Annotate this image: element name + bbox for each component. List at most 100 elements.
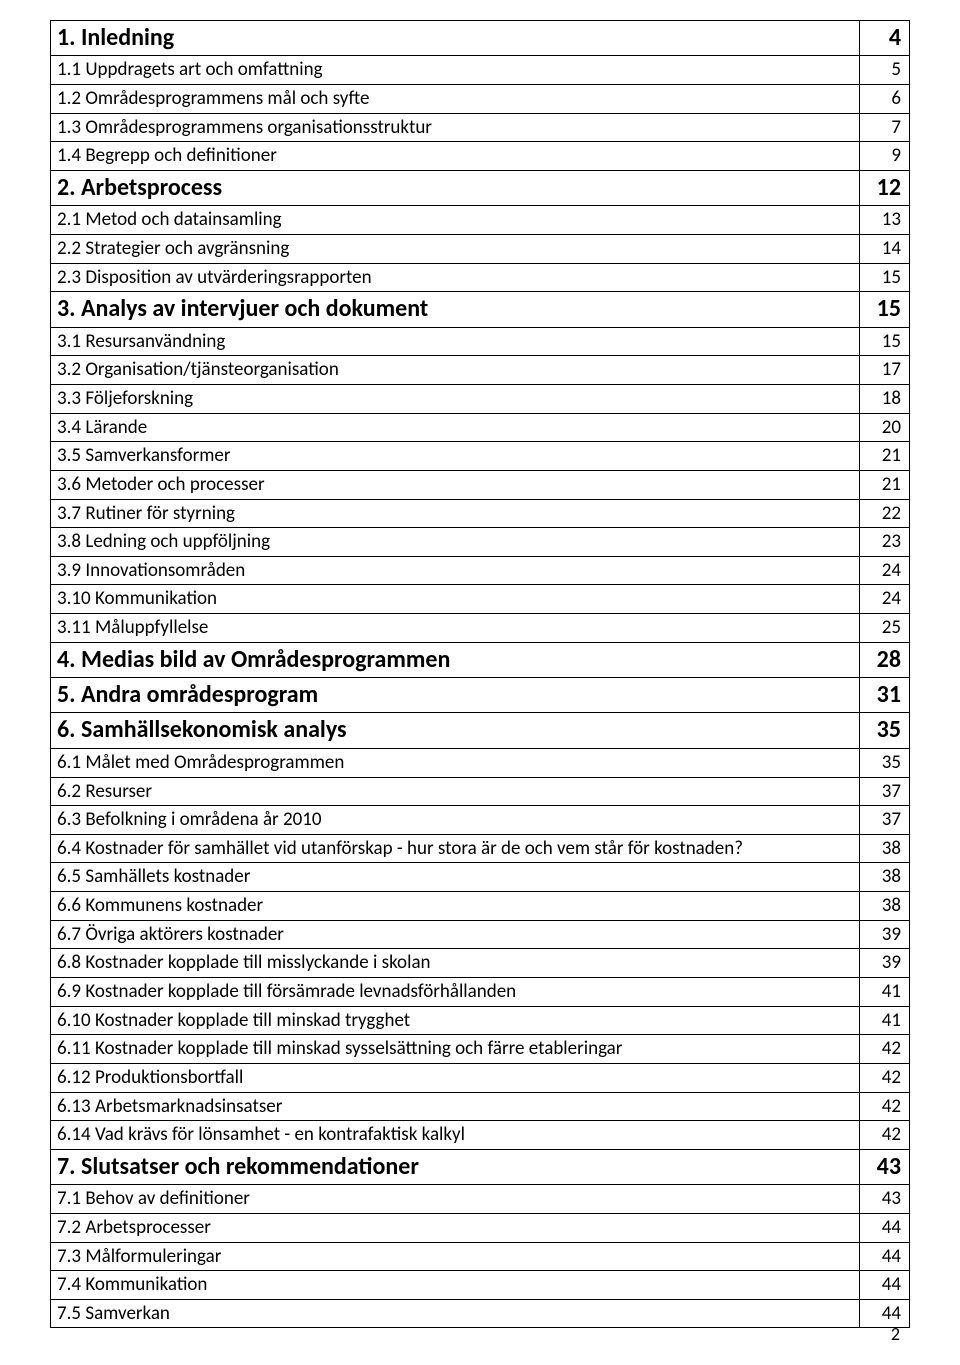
- toc-page: 18: [860, 384, 910, 413]
- toc-page: 15: [860, 263, 910, 292]
- toc-title: 6.5 Samhällets kostnader: [51, 863, 860, 892]
- toc-page: 38: [860, 892, 910, 921]
- toc-row: 6.14 Vad krävs för lönsamhet - en kontra…: [51, 1121, 910, 1150]
- toc-title: 2.3 Disposition av utvärderingsrapporten: [51, 263, 860, 292]
- toc-page: 24: [860, 585, 910, 614]
- toc-title: 1.3 Områdesprogrammens organisationsstru…: [51, 113, 860, 142]
- toc-title: 7.5 Samverkan: [51, 1299, 860, 1328]
- toc-title: 6.2 Resurser: [51, 777, 860, 806]
- toc-page: 37: [860, 777, 910, 806]
- toc-title: 6.7 Övriga aktörers kostnader: [51, 920, 860, 949]
- toc-page: 35: [860, 748, 910, 777]
- toc-title: 6.14 Vad krävs för lönsamhet - en kontra…: [51, 1121, 860, 1150]
- toc-row: 6.4 Kostnader för samhället vid utanförs…: [51, 834, 910, 863]
- toc-title: 3.3 Följeforskning: [51, 384, 860, 413]
- toc-row: 6.7 Övriga aktörers kostnader39: [51, 920, 910, 949]
- table-of-contents: 1. Inledning41.1 Uppdragets art och omfa…: [50, 20, 910, 1328]
- toc-page: 42: [860, 1092, 910, 1121]
- toc-title: 6.6 Kommunens kostnader: [51, 892, 860, 921]
- toc-page: 38: [860, 834, 910, 863]
- toc-row: 7.5 Samverkan44: [51, 1299, 910, 1328]
- toc-page: 42: [860, 1063, 910, 1092]
- toc-title: 6. Samhällsekonomisk analys: [51, 713, 860, 748]
- toc-title: 3. Analys av intervjuer och dokument: [51, 292, 860, 327]
- toc-page: 41: [860, 978, 910, 1007]
- toc-title: 3.6 Metoder och processer: [51, 470, 860, 499]
- toc-title: 6.13 Arbetsmarknadsinsatser: [51, 1092, 860, 1121]
- toc-row: 1. Inledning4: [51, 21, 910, 56]
- toc-row: 3.2 Organisation/tjänsteorganisation17: [51, 356, 910, 385]
- toc-page: 20: [860, 413, 910, 442]
- toc-page: 13: [860, 206, 910, 235]
- toc-title: 3.9 Innovationsområden: [51, 556, 860, 585]
- toc-page: 39: [860, 920, 910, 949]
- toc-title: 3.7 Rutiner för styrning: [51, 499, 860, 528]
- toc-row: 5. Andra områdesprogram31: [51, 678, 910, 713]
- toc-page: 35: [860, 713, 910, 748]
- toc-row: 6.6 Kommunens kostnader38: [51, 892, 910, 921]
- toc-page: 31: [860, 678, 910, 713]
- toc-title: 6.10 Kostnader kopplade till minskad try…: [51, 1006, 860, 1035]
- toc-title: 6.4 Kostnader för samhället vid utanförs…: [51, 834, 860, 863]
- toc-page: 14: [860, 234, 910, 263]
- toc-row: 3.8 Ledning och uppföljning23: [51, 528, 910, 557]
- toc-row: 7.2 Arbetsprocesser44: [51, 1213, 910, 1242]
- toc-row: 2.2 Strategier och avgränsning14: [51, 234, 910, 263]
- page-number: 2: [891, 1323, 900, 1345]
- toc-page: 37: [860, 806, 910, 835]
- toc-title: 3.5 Samverkansformer: [51, 442, 860, 471]
- toc-row: 3.4 Lärande20: [51, 413, 910, 442]
- toc-title: 6.12 Produktionsbortfall: [51, 1063, 860, 1092]
- toc-title: 2.2 Strategier och avgränsning: [51, 234, 860, 263]
- toc-row: 1.1 Uppdragets art och omfattning5: [51, 56, 910, 85]
- toc-row: 3.10 Kommunikation24: [51, 585, 910, 614]
- toc-title: 3.1 Resursanvändning: [51, 327, 860, 356]
- toc-page: 44: [860, 1271, 910, 1300]
- toc-title: 4. Medias bild av Områdesprogrammen: [51, 642, 860, 677]
- toc-row: 6.3 Befolkning i områdena år 201037: [51, 806, 910, 835]
- toc-title: 5. Andra områdesprogram: [51, 678, 860, 713]
- toc-page: 42: [860, 1121, 910, 1150]
- toc-title: 2.1 Metod och datainsamling: [51, 206, 860, 235]
- toc-title: 7.1 Behov av definitioner: [51, 1185, 860, 1214]
- toc-title: 6.3 Befolkning i områdena år 2010: [51, 806, 860, 835]
- toc-row: 6.1 Målet med Områdesprogrammen35: [51, 748, 910, 777]
- toc-title: 1. Inledning: [51, 21, 860, 56]
- toc-page: 21: [860, 442, 910, 471]
- toc-row: 7.3 Målformuleringar44: [51, 1242, 910, 1271]
- toc-title: 1.4 Begrepp och definitioner: [51, 142, 860, 171]
- toc-row: 3.3 Följeforskning18: [51, 384, 910, 413]
- toc-row: 3.5 Samverkansformer21: [51, 442, 910, 471]
- toc-row: 7.4 Kommunikation44: [51, 1271, 910, 1300]
- toc-row: 3.9 Innovationsområden24: [51, 556, 910, 585]
- toc-page: 42: [860, 1035, 910, 1064]
- toc-row: 3.11 Måluppfyllelse25: [51, 614, 910, 643]
- toc-row: 1.4 Begrepp och definitioner9: [51, 142, 910, 171]
- toc-row: 6.10 Kostnader kopplade till minskad try…: [51, 1006, 910, 1035]
- toc-title: 3.10 Kommunikation: [51, 585, 860, 614]
- toc-page: 43: [860, 1185, 910, 1214]
- toc-title: 7. Slutsatser och rekommendationer: [51, 1149, 860, 1184]
- toc-page: 44: [860, 1213, 910, 1242]
- toc-page: 12: [860, 170, 910, 205]
- toc-row: 6.8 Kostnader kopplade till misslyckande…: [51, 949, 910, 978]
- toc-row: 3.7 Rutiner för styrning22: [51, 499, 910, 528]
- toc-row: 6.11 Kostnader kopplade till minskad sys…: [51, 1035, 910, 1064]
- toc-title: 3.8 Ledning och uppföljning: [51, 528, 860, 557]
- toc-page: 15: [860, 292, 910, 327]
- toc-row: 1.3 Områdesprogrammens organisationsstru…: [51, 113, 910, 142]
- toc-page: 38: [860, 863, 910, 892]
- toc-page: 6: [860, 85, 910, 114]
- toc-title: 7.2 Arbetsprocesser: [51, 1213, 860, 1242]
- toc-row: 6.5 Samhällets kostnader38: [51, 863, 910, 892]
- toc-page: 44: [860, 1242, 910, 1271]
- toc-row: 7. Slutsatser och rekommendationer43: [51, 1149, 910, 1184]
- toc-row: 6. Samhällsekonomisk analys35: [51, 713, 910, 748]
- toc-page: 17: [860, 356, 910, 385]
- toc-page: 43: [860, 1149, 910, 1184]
- toc-title: 3.2 Organisation/tjänsteorganisation: [51, 356, 860, 385]
- toc-row: 2.1 Metod och datainsamling13: [51, 206, 910, 235]
- toc-title: 3.11 Måluppfyllelse: [51, 614, 860, 643]
- toc-page: 15: [860, 327, 910, 356]
- toc-page: 4: [860, 21, 910, 56]
